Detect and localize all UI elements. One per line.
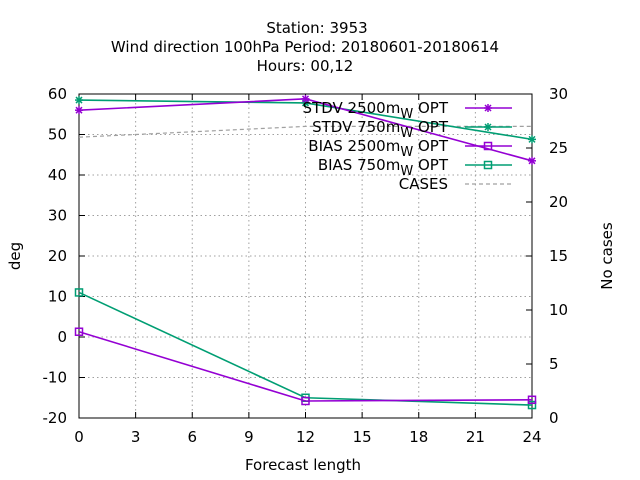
- data-point-square: [483, 160, 493, 170]
- x-tick-label: 24: [522, 428, 541, 446]
- data-point-square: [483, 141, 493, 151]
- data-point-star: [484, 104, 492, 112]
- y-tick-label: 0: [57, 328, 67, 346]
- data-point-square: [527, 400, 537, 410]
- legend-label: STDV 750mW OPT: [312, 118, 449, 141]
- x-tick-label: 15: [353, 428, 372, 446]
- x-tick-label: 18: [409, 428, 428, 446]
- series-cases: [78, 125, 532, 138]
- x-tick-label: 21: [466, 428, 485, 446]
- y2-axis-label: No cases: [598, 222, 616, 290]
- y-tick-labels: -20 -10 0 10 20 30 40 50 60: [43, 85, 68, 427]
- x-tick-label: 12: [296, 428, 315, 446]
- x-tick-label: 9: [244, 428, 254, 446]
- legend-label: CASES: [399, 175, 448, 193]
- y2-tick-label: 25: [549, 139, 568, 157]
- y-tick-label: 50: [48, 126, 67, 144]
- legend-label: BIAS 2500mW OPT: [308, 137, 449, 160]
- legend-item: BIAS 2500mW OPT: [308, 137, 512, 160]
- data-point-star: [75, 96, 83, 105]
- title-line-2: Wind direction 100hPa Period: 20180601-2…: [111, 38, 499, 56]
- legend-item: STDV 2500mW OPT: [303, 99, 512, 122]
- y2-tick-label: 10: [549, 301, 568, 319]
- title-line-1: Station: 3953: [266, 19, 367, 37]
- y-tick-label: 20: [48, 247, 67, 265]
- series-bias-2500m: [74, 327, 537, 406]
- x-tick-label: 0: [74, 428, 84, 446]
- y2-tick-label: 15: [549, 247, 568, 265]
- y-axis-label: deg: [6, 242, 24, 270]
- y-tick-label: 60: [48, 85, 67, 103]
- series-line: [78, 125, 532, 138]
- x-axis-label: Forecast length: [245, 456, 361, 474]
- data-point-square: [301, 396, 310, 406]
- grid: [79, 94, 532, 418]
- series-stdv-2500m: [75, 94, 536, 165]
- y2-tick-label: 5: [549, 355, 559, 373]
- legend-item: STDV 750mW OPT: [312, 118, 512, 141]
- y2-tick-label: 20: [549, 193, 568, 211]
- y-tick-label: -10: [43, 369, 68, 387]
- series-line: [78, 330, 533, 402]
- x-tick-labels: 0 3 6 9 12 15 18 21 24: [74, 428, 541, 446]
- y-tick-label: 10: [48, 288, 67, 306]
- data-point-star: [75, 106, 83, 115]
- y2-tick-label: 30: [549, 85, 568, 103]
- legend-item: BIAS 750mW OPT: [318, 156, 512, 179]
- x-tick-label: 6: [187, 428, 197, 446]
- data-point-star: [528, 156, 536, 165]
- series-group: [74, 94, 537, 410]
- data-point-star: [528, 135, 536, 144]
- chart-title: Station: 3953 Wind direction 100hPa Peri…: [111, 19, 499, 75]
- series-line: [78, 291, 533, 406]
- y2-tick-label: 0: [549, 409, 559, 427]
- x-tick-label: 3: [131, 428, 141, 446]
- data-point-square: [74, 288, 84, 297]
- data-point-square: [527, 395, 537, 405]
- legend-label: STDV 2500mW OPT: [303, 99, 449, 122]
- data-point-star: [484, 123, 492, 131]
- data-point-square: [74, 327, 84, 336]
- legend-label: BIAS 750mW OPT: [318, 156, 449, 179]
- data-point-star: [301, 94, 310, 103]
- y-tick-label: 40: [48, 166, 67, 184]
- y2-tick-labels: 0 5 10 15 20 25 30: [549, 85, 568, 427]
- legend-item: CASES: [399, 175, 512, 193]
- y-tick-label: -20: [43, 409, 68, 427]
- title-line-3: Hours: 00,12: [257, 57, 354, 75]
- y-tick-label: 30: [48, 207, 67, 225]
